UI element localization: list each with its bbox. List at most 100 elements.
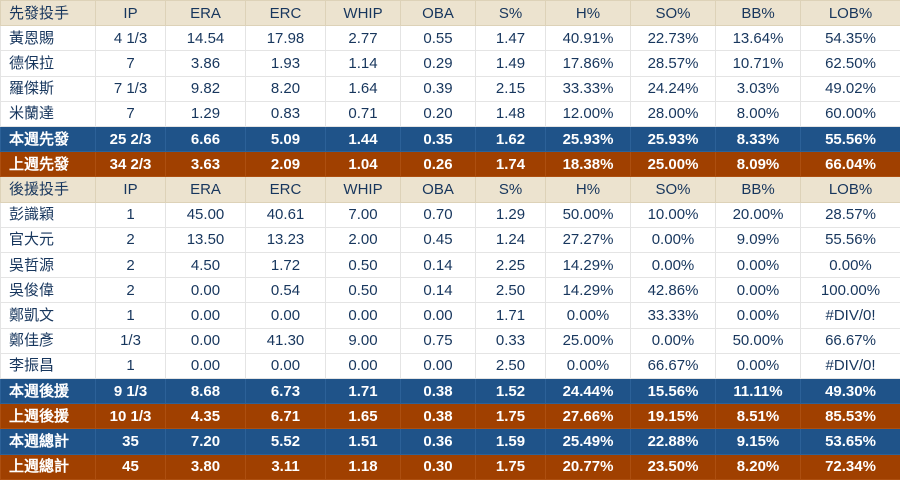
stat-cell: 4 1/3 — [95, 25, 166, 52]
stat-cell: 1.71 — [325, 378, 401, 405]
stat-cell: 1.74 — [475, 151, 546, 178]
stat-cell: 8.09% — [715, 151, 801, 178]
stat-cell: 9 1/3 — [95, 378, 166, 405]
stat-cell: 28.57% — [800, 201, 900, 228]
stat-cell: 33.33% — [545, 75, 631, 102]
column-header: WHIP — [325, 176, 401, 203]
stat-cell: 41.30 — [245, 327, 326, 354]
stat-cell: 3.63 — [165, 151, 246, 178]
stat-cell: 1.72 — [245, 252, 326, 279]
stat-cell: 9.09% — [715, 226, 801, 254]
stat-cell: 13.64% — [715, 25, 801, 52]
stat-cell: 17.98 — [245, 25, 326, 52]
stat-cell: 3.03% — [715, 75, 801, 102]
stat-cell: 66.04% — [800, 151, 900, 178]
stat-cell: 1.44 — [325, 126, 401, 153]
stat-cell: 1.29 — [475, 201, 546, 228]
stat-cell: 0.30 — [400, 453, 476, 480]
player-row: 羅傑斯 7 1/3 9.82 8.20 1.64 0.39 2.15 33.33% 24.24%… — [0, 75, 900, 102]
player-name: 鄭佳彥 — [0, 327, 96, 354]
stat-cell: 0.54 — [245, 277, 326, 304]
stat-cell: 49.02% — [800, 75, 900, 102]
stat-cell: 54.35% — [800, 25, 900, 52]
stat-cell: 1.71 — [475, 302, 546, 329]
stat-cell: 18.38% — [545, 151, 631, 178]
stat-cell: 1.62 — [475, 126, 546, 153]
stat-cell: 13.50 — [165, 226, 246, 254]
stat-cell: 1.49 — [475, 50, 546, 77]
stat-cell: 17.86% — [545, 50, 631, 77]
stat-cell: 7 1/3 — [95, 75, 166, 102]
stat-cell: 0.71 — [325, 100, 401, 128]
stat-cell: 25.93% — [545, 126, 631, 153]
stat-cell: 2.77 — [325, 25, 401, 52]
stat-cell: 0.00% — [545, 302, 631, 329]
section-title: 後援投手 — [0, 176, 96, 203]
stat-cell: 11.11% — [715, 378, 801, 405]
column-header: ERA — [165, 176, 246, 203]
stat-cell: 1.24 — [475, 226, 546, 254]
summary-row: 本週後援 9 1/3 8.68 6.73 1.71 0.38 1.52 24.44% 15.56… — [0, 378, 900, 405]
section-header-row: 後援投手 IP ERA ERC WHIP OBA S% H% SO% BB% LOB% — [0, 176, 900, 203]
stat-cell: 1.29 — [165, 100, 246, 128]
stat-cell: 7 — [95, 50, 166, 77]
stat-cell: 55.56% — [800, 226, 900, 254]
stat-cell: 24.24% — [630, 75, 716, 102]
stat-cell: 1.59 — [475, 428, 546, 455]
stat-cell: 0.14 — [400, 252, 476, 279]
stat-cell: 0.00% — [715, 277, 801, 304]
summary-label: 上週後援 — [0, 403, 96, 430]
player-row: 黃恩賜 4 1/3 14.54 17.98 2.77 0.55 1.47 40.91% 22.7… — [0, 25, 900, 52]
stat-cell: 1.48 — [475, 100, 546, 128]
column-header: WHIP — [325, 0, 401, 27]
stat-cell: 2.15 — [475, 75, 546, 102]
stat-cell: 35 — [95, 428, 166, 455]
column-header: IP — [95, 176, 166, 203]
stat-cell: 45 — [95, 453, 166, 480]
stat-cell: 0.83 — [245, 100, 326, 128]
stat-cell: 0.38 — [400, 378, 476, 405]
stat-cell: 3.11 — [245, 453, 326, 480]
stat-cell: 5.09 — [245, 126, 326, 153]
column-header: IP — [95, 0, 166, 27]
player-name: 米蘭達 — [0, 100, 96, 128]
player-row: 彭識穎 1 45.00 40.61 7.00 0.70 1.29 50.00% 10.00% 20… — [0, 201, 900, 228]
stat-cell: 4.50 — [165, 252, 246, 279]
stat-cell: 1.75 — [475, 453, 546, 480]
stat-cell: 0.36 — [400, 428, 476, 455]
player-row: 官大元 2 13.50 13.23 2.00 0.45 1.24 27.27% 0.00% 9.0… — [0, 226, 900, 254]
stat-cell: 14.29% — [545, 277, 631, 304]
stat-cell: 40.91% — [545, 25, 631, 52]
stat-cell: 0.50 — [325, 277, 401, 304]
stat-cell: 9.00 — [325, 327, 401, 354]
stat-cell: 9.15% — [715, 428, 801, 455]
stat-cell: 50.00% — [545, 201, 631, 228]
column-header: LOB% — [800, 176, 900, 203]
player-name: 羅傑斯 — [0, 75, 96, 102]
stat-cell: 49.30% — [800, 378, 900, 405]
player-name: 彭識穎 — [0, 201, 96, 228]
stat-cell: 7.20 — [165, 428, 246, 455]
stat-cell: 8.20 — [245, 75, 326, 102]
stat-cell: 28.57% — [630, 50, 716, 77]
summary-row: 本週總計 35 7.20 5.52 1.51 0.36 1.59 25.49% 22.88% 9.… — [0, 428, 900, 455]
stat-cell: 10.00% — [630, 201, 716, 228]
stat-cell: 0.26 — [400, 151, 476, 178]
stat-cell: 0.00 — [325, 352, 401, 380]
stat-cell: 5.52 — [245, 428, 326, 455]
stat-cell: 2 — [95, 277, 166, 304]
summary-row: 上週先發 34 2/3 3.63 2.09 1.04 0.26 1.74 18.38% 25.0… — [0, 151, 900, 178]
stat-cell: 50.00% — [715, 327, 801, 354]
stat-cell: 2.50 — [475, 277, 546, 304]
summary-row: 上週總計 45 3.80 3.11 1.18 0.30 1.75 20.77% 23.50% 8.… — [0, 453, 900, 480]
stat-cell: 1 — [95, 201, 166, 228]
summary-row: 上週後援 10 1/3 4.35 6.71 1.65 0.38 1.75 27.66% 19.1… — [0, 403, 900, 430]
player-row: 鄭凱文 1 0.00 0.00 0.00 0.00 1.71 0.00% 33.33% 0.00%… — [0, 302, 900, 329]
stat-cell: 1.47 — [475, 25, 546, 52]
stat-cell: 0.00% — [715, 302, 801, 329]
stat-cell: 0.00 — [245, 352, 326, 380]
stat-cell: 25.00% — [630, 151, 716, 178]
stat-cell: 6.71 — [245, 403, 326, 430]
stat-cell: 0.00 — [165, 277, 246, 304]
stat-cell: 0.20 — [400, 100, 476, 128]
